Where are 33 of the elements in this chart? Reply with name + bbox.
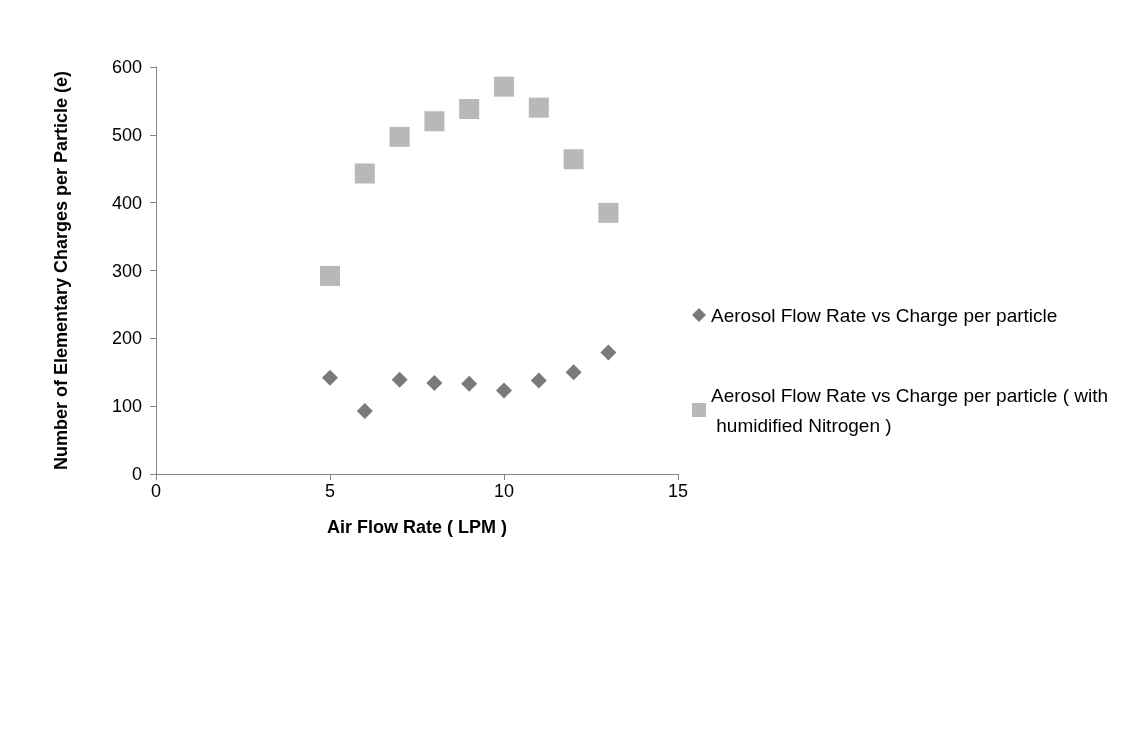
point bbox=[391, 371, 408, 388]
point bbox=[600, 344, 617, 361]
x-tick-label: 0 bbox=[150, 481, 162, 501]
point bbox=[598, 202, 619, 223]
y-tick-label: 0 bbox=[131, 464, 142, 484]
legend-label: Aerosol Flow Rate vs Charge per particle bbox=[711, 304, 1058, 326]
point bbox=[459, 99, 480, 120]
point bbox=[320, 265, 340, 286]
point bbox=[494, 76, 514, 97]
point bbox=[528, 97, 549, 118]
point bbox=[461, 375, 478, 392]
x-tick-label: 15 bbox=[667, 481, 689, 501]
y-tick-label: 600 bbox=[111, 57, 142, 77]
y-axis-title: Number of Elementary Charges per Particle (e) bbox=[51, 70, 71, 471]
x-tick-label: 5 bbox=[324, 481, 336, 501]
x-tick-label: 10 bbox=[493, 481, 515, 501]
y-tick-label: 300 bbox=[111, 260, 142, 281]
point bbox=[530, 372, 547, 389]
point bbox=[322, 369, 338, 386]
point bbox=[356, 402, 373, 419]
x-axis-title: Air Flow Rate ( LPM ) bbox=[327, 517, 508, 537]
point bbox=[426, 375, 443, 392]
y-tick-label: 200 bbox=[111, 328, 142, 349]
point bbox=[563, 149, 584, 170]
point bbox=[424, 111, 445, 132]
y-tick-label: 400 bbox=[111, 192, 142, 213]
point bbox=[354, 163, 375, 184]
legend-label: Aerosol Flow Rate vs Charge per particle ( with humidified Nitrogen ) bbox=[711, 384, 1109, 436]
point bbox=[565, 364, 582, 381]
point bbox=[496, 382, 512, 399]
point bbox=[389, 126, 410, 147]
y-tick-label: 100 bbox=[111, 396, 142, 417]
y-tick-label: 500 bbox=[111, 124, 142, 145]
